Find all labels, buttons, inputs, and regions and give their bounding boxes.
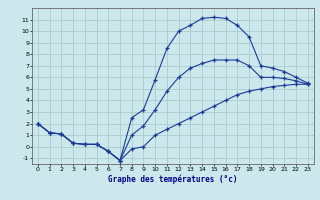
- X-axis label: Graphe des températures (°c): Graphe des températures (°c): [108, 175, 237, 184]
